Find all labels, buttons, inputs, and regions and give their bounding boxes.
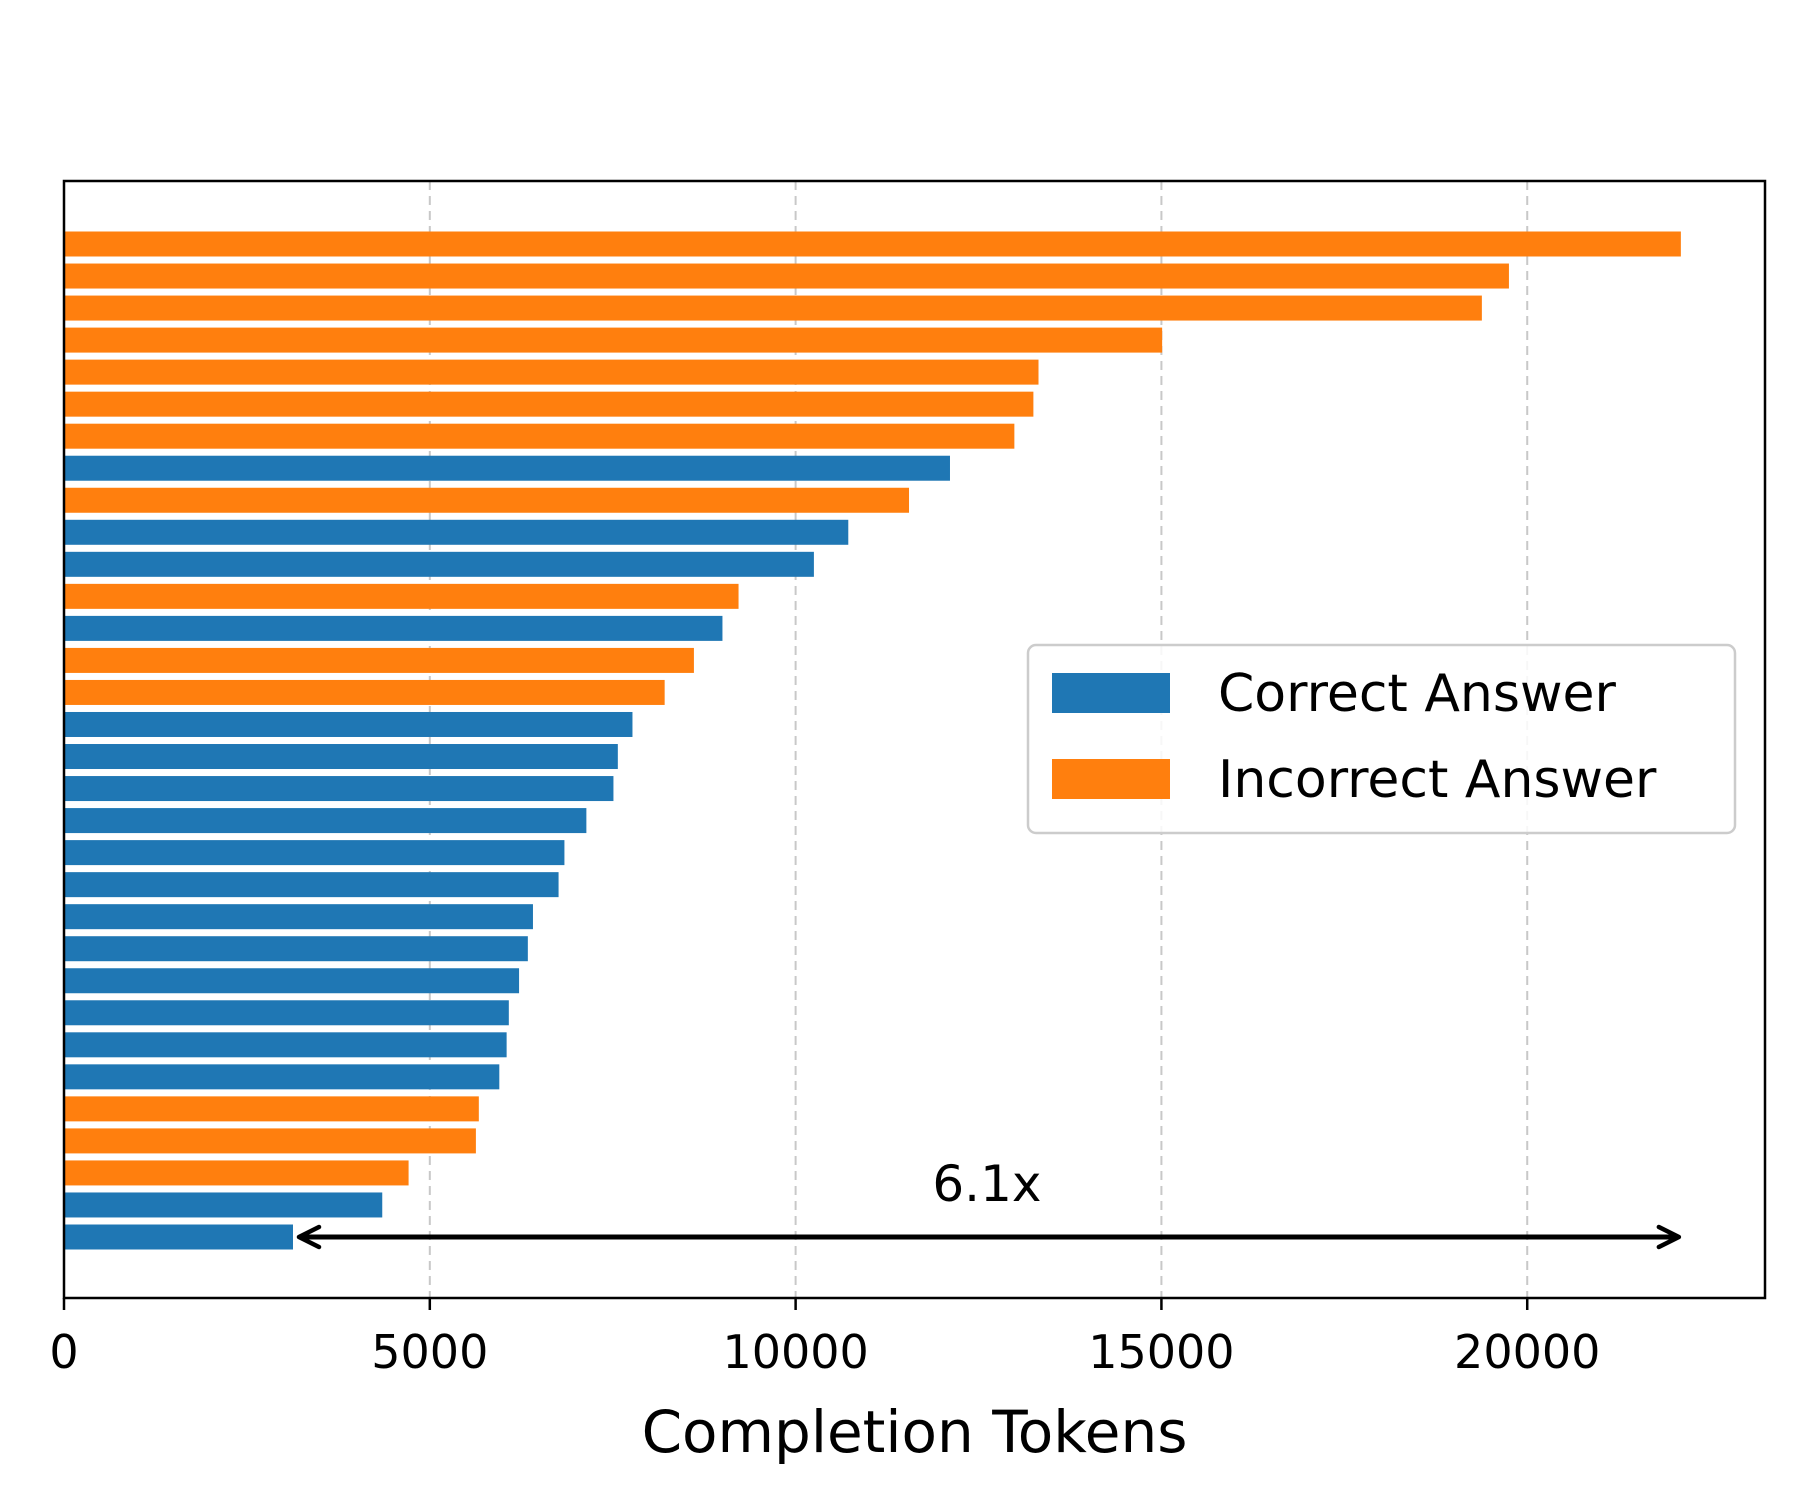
bar-correct <box>64 1032 507 1058</box>
legend-box <box>1026 643 1737 835</box>
bar-correct <box>64 1224 293 1250</box>
bar-correct <box>64 1192 383 1218</box>
plot-area-frame <box>62 179 1767 1300</box>
bar-incorrect <box>64 423 1015 449</box>
legend: Correct Answer Incorrect Answer <box>1026 643 1737 835</box>
bar-incorrect <box>64 327 1163 353</box>
bar-incorrect <box>64 679 665 705</box>
x-axis-ticks: 0 5000 10000 15000 20000 <box>49 1298 1600 1379</box>
x-tick-label: 0 <box>49 1325 78 1379</box>
legend-swatch-correct <box>1052 673 1170 713</box>
bar-incorrect <box>64 231 1681 257</box>
bar-correct <box>64 615 723 641</box>
bar-correct <box>64 1000 509 1026</box>
bars <box>64 231 1681 1250</box>
x-axis-label: Completion Tokens <box>642 1398 1188 1466</box>
x-tick-label: 20000 <box>1454 1325 1600 1379</box>
bar-correct <box>64 711 633 737</box>
bar-correct <box>64 1064 500 1090</box>
bar-incorrect <box>64 647 694 673</box>
legend-swatch-incorrect <box>1052 759 1170 799</box>
bar-incorrect <box>64 487 910 513</box>
ratio-annotation-text: 6.1x <box>932 1155 1041 1213</box>
bar-correct <box>64 455 950 481</box>
bar-incorrect <box>64 359 1039 385</box>
bar-incorrect <box>64 583 739 609</box>
legend-label-incorrect: Incorrect Answer <box>1218 750 1657 810</box>
bar-incorrect <box>64 1128 476 1154</box>
bar-correct <box>64 551 814 577</box>
x-tick-label: 10000 <box>722 1325 868 1379</box>
bar-correct <box>64 968 520 994</box>
bar-correct <box>64 519 849 545</box>
legend-label-correct: Correct Answer <box>1218 664 1616 724</box>
bar-correct <box>64 872 559 898</box>
bar-correct <box>64 744 618 770</box>
bar-correct <box>64 840 565 866</box>
bar-incorrect <box>64 295 1482 321</box>
bar-correct <box>64 904 533 930</box>
x-tick-label: 15000 <box>1088 1325 1234 1379</box>
bar-incorrect <box>64 1096 479 1122</box>
bar-incorrect <box>64 1160 409 1186</box>
bar-incorrect <box>64 263 1509 289</box>
ratio-annotation: 6.1x <box>296 1155 1682 1250</box>
bar-correct <box>64 808 587 834</box>
bar-correct <box>64 936 528 962</box>
bar-correct <box>64 776 614 802</box>
x-tick-label: 5000 <box>371 1325 488 1379</box>
bar-incorrect <box>64 391 1034 417</box>
